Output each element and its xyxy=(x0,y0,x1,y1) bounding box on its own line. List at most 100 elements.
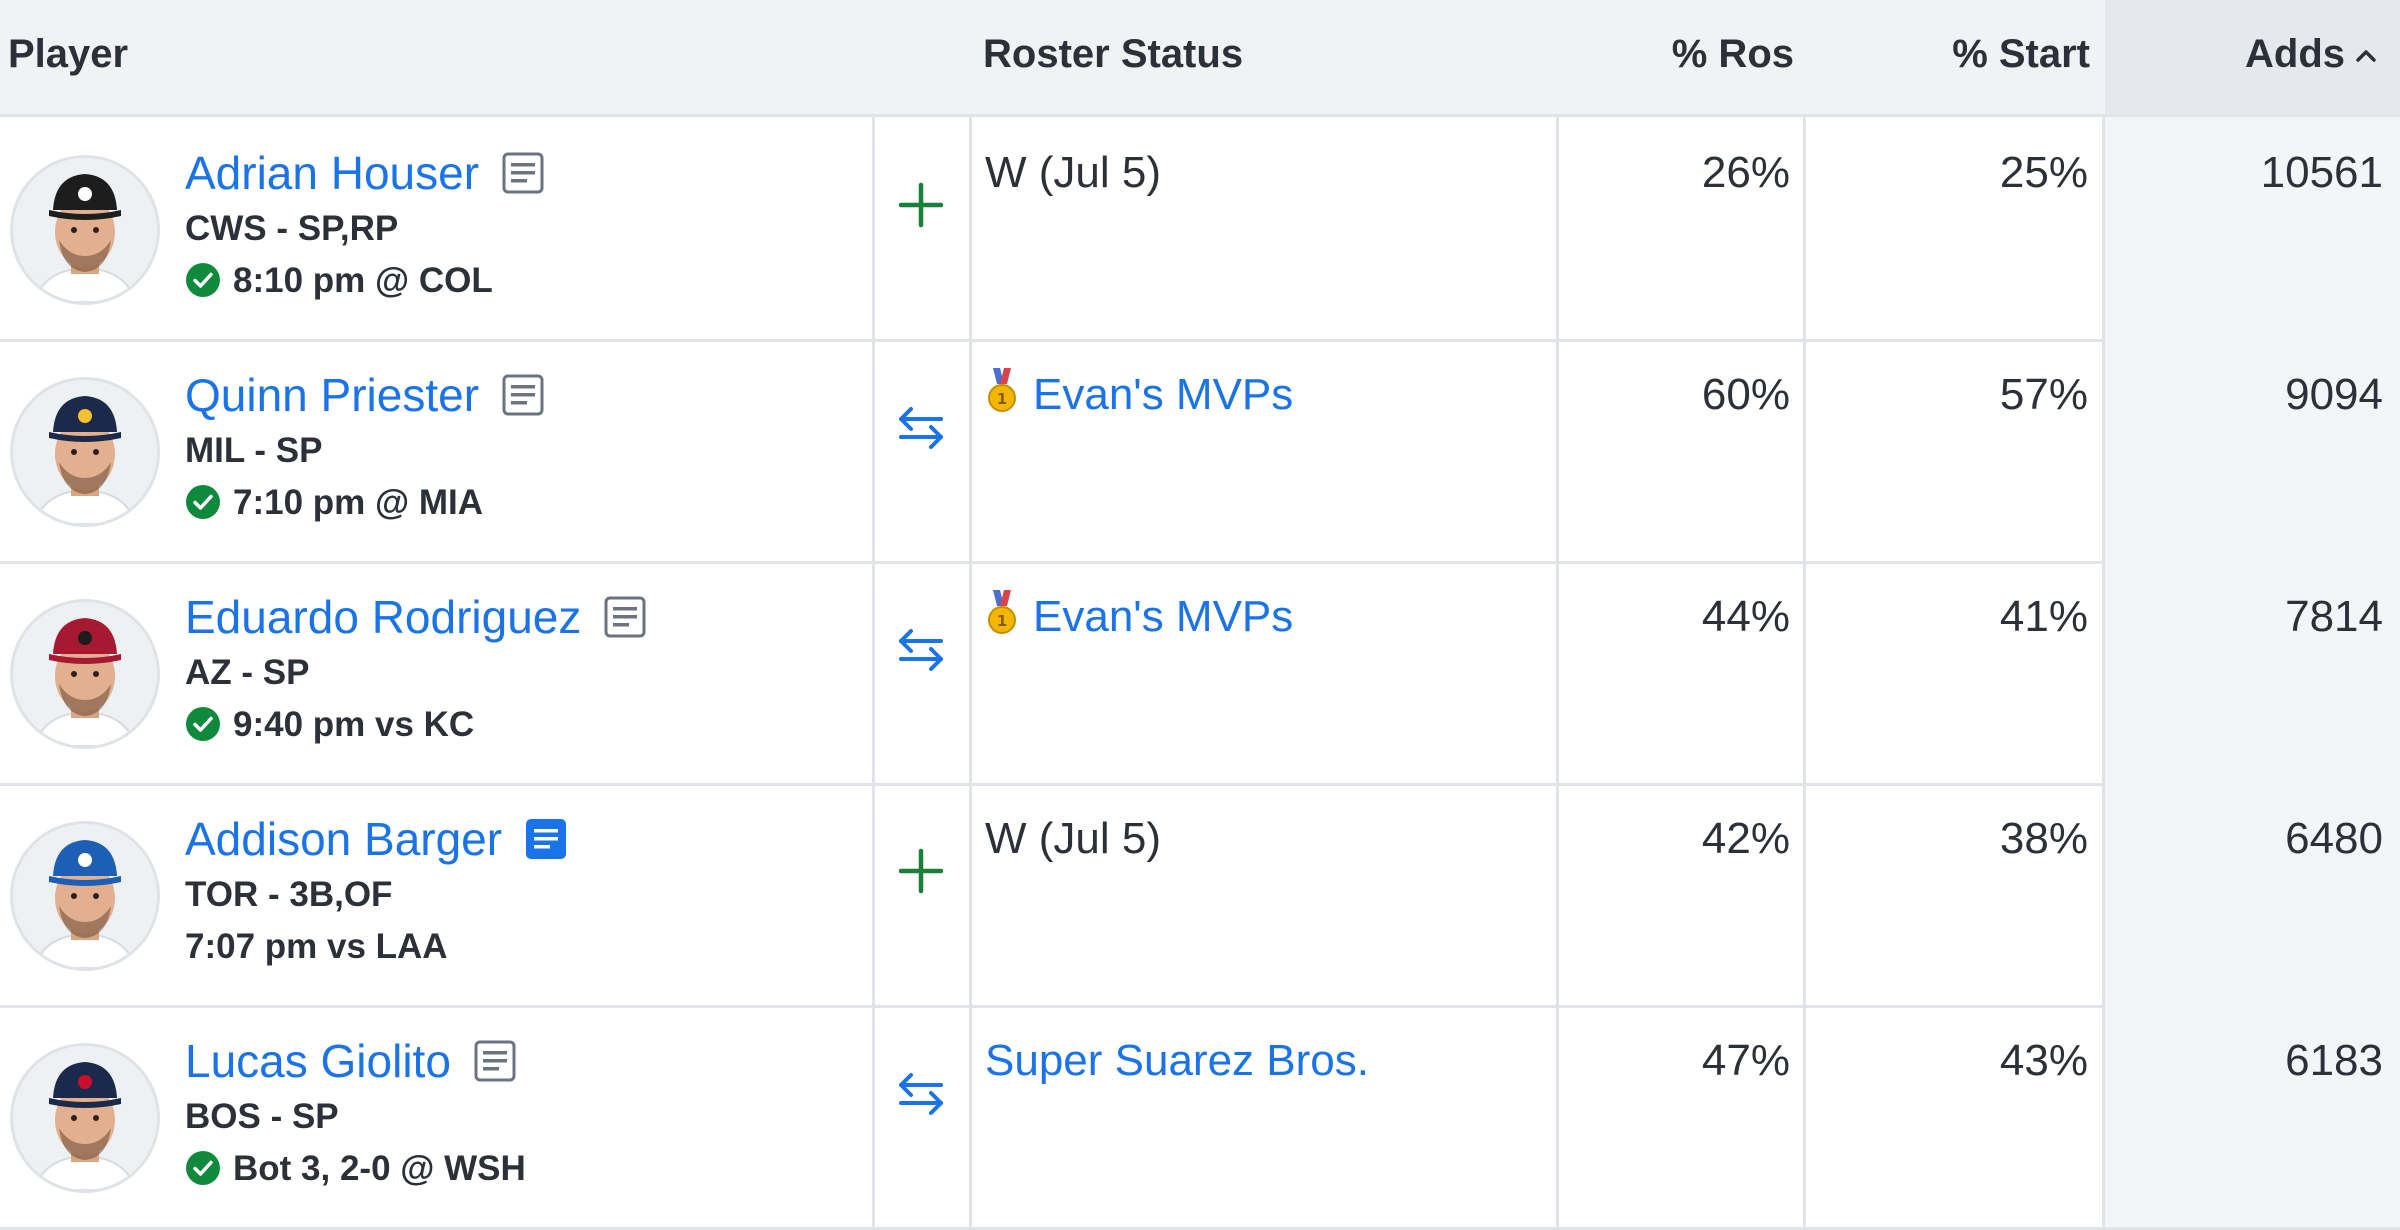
game-time-text: 7:07 pm vs LAA xyxy=(185,927,448,966)
column-divider xyxy=(872,1005,875,1227)
player-game-info: 7:10 pm @ MIA xyxy=(185,481,483,525)
column-divider xyxy=(2102,783,2105,1005)
column-divider xyxy=(872,339,875,561)
roster-status-text: Evan's MVPs xyxy=(1033,592,1294,641)
roster-status-text: Evan's MVPs xyxy=(1033,370,1294,419)
game-time-text: 7:10 pm @ MIA xyxy=(233,483,484,522)
medal-icon: 1 xyxy=(988,368,1016,413)
trade-player-icon[interactable] xyxy=(893,399,949,455)
player-name-line: Adrian Houser xyxy=(185,145,545,201)
column-divider xyxy=(969,117,972,339)
pct-started: 41% xyxy=(1999,592,2088,641)
column-header-adds[interactable]: Adds xyxy=(2105,0,2400,114)
roster-status: W (Jul 5) xyxy=(985,145,1161,201)
player-team-position: CWS - SP,RP xyxy=(185,209,399,248)
player-name-link[interactable]: Lucas Giolito xyxy=(185,1035,451,1087)
player-name-line: Eduardo Rodriguez xyxy=(185,589,647,645)
column-divider xyxy=(1556,561,1559,783)
pct-started: 25% xyxy=(1999,148,2088,197)
player-note-icon[interactable] xyxy=(501,151,545,195)
column-header-pct-ros[interactable]: % Ros xyxy=(1671,32,1794,76)
pct-rostered: 47% xyxy=(1701,1036,1790,1085)
player-name-link[interactable]: Quinn Priester xyxy=(185,369,480,421)
player-name-line: Quinn Priester xyxy=(185,367,545,423)
player-name-link[interactable]: Addison Barger xyxy=(185,813,503,865)
player-avatar[interactable] xyxy=(10,1043,160,1193)
pct-rostered: 26% xyxy=(1701,148,1790,197)
column-header-player[interactable]: Player xyxy=(8,32,129,76)
player-name-link[interactable]: Eduardo Rodriguez xyxy=(185,591,582,643)
column-divider xyxy=(2102,339,2105,561)
add-player-icon[interactable] xyxy=(893,843,949,899)
table-row: Lucas Giolito BOS - SP Bot 3, 2-0 @ WSH … xyxy=(0,1005,2400,1230)
player-team-position: MIL - SP xyxy=(185,431,323,470)
column-divider xyxy=(2102,117,2105,339)
table-header: Player Roster Status % Ros % Start Adds xyxy=(0,0,2400,117)
adds-column-bg xyxy=(2105,783,2400,1005)
player-team-position: AZ - SP xyxy=(185,653,310,692)
check-circle-icon xyxy=(186,706,220,741)
player-note-icon[interactable] xyxy=(524,817,568,861)
player-note-icon[interactable] xyxy=(473,1039,517,1083)
player-name-line: Addison Barger xyxy=(185,811,568,867)
game-time-text: 9:40 pm vs KC xyxy=(233,705,475,744)
column-divider xyxy=(872,783,875,1005)
chevron-up-icon xyxy=(2356,50,2376,62)
table-row: Adrian Houser CWS - SP,RP 8:10 pm @ COL … xyxy=(0,117,2400,342)
adds-column-bg xyxy=(2105,561,2400,783)
column-divider xyxy=(2102,561,2105,783)
check-circle-icon xyxy=(186,262,220,297)
column-divider xyxy=(872,117,875,339)
pct-started: 38% xyxy=(1999,814,2088,863)
player-avatar[interactable] xyxy=(10,599,160,749)
column-divider xyxy=(1803,783,1806,1005)
player-game-info: 7:07 pm vs LAA xyxy=(185,925,448,969)
player-game-info: 9:40 pm vs KC xyxy=(185,703,474,747)
column-header-roster-status[interactable]: Roster Status xyxy=(983,32,1244,76)
player-team-position: TOR - 3B,OF xyxy=(185,875,393,914)
player-note-icon[interactable] xyxy=(501,373,545,417)
pct-rostered: 44% xyxy=(1701,592,1790,641)
column-divider xyxy=(969,783,972,1005)
pct-rostered: 60% xyxy=(1701,370,1790,419)
column-divider xyxy=(1803,561,1806,783)
check-circle-icon xyxy=(186,1150,220,1185)
adds-column-bg xyxy=(2105,339,2400,561)
column-divider xyxy=(969,1005,972,1227)
player-avatar[interactable] xyxy=(10,155,160,305)
add-player-icon[interactable] xyxy=(893,177,949,233)
roster-status: W (Jul 5) xyxy=(985,811,1161,867)
svg-text:1: 1 xyxy=(997,390,1007,408)
player-name-link[interactable]: Adrian Houser xyxy=(185,147,480,199)
roster-status[interactable]: 1 Evan's MVPs xyxy=(985,589,1293,645)
medal-icon: 1 xyxy=(988,590,1016,635)
column-divider xyxy=(969,561,972,783)
adds-count: 9094 xyxy=(2285,370,2383,419)
column-divider xyxy=(1556,117,1559,339)
trade-player-icon[interactable] xyxy=(893,1065,949,1121)
roster-status-text: Super Suarez Bros. xyxy=(985,1036,1369,1085)
player-note-icon[interactable] xyxy=(603,595,647,639)
column-divider xyxy=(1803,117,1806,339)
player-game-info: 8:10 pm @ COL xyxy=(185,259,493,303)
check-circle-icon xyxy=(186,484,220,519)
roster-status[interactable]: Super Suarez Bros. xyxy=(985,1033,1369,1089)
roster-status[interactable]: 1 Evan's MVPs xyxy=(985,367,1293,423)
table-row: Quinn Priester MIL - SP 7:10 pm @ MIA 1 … xyxy=(0,339,2400,564)
adds-count: 6480 xyxy=(2285,814,2383,863)
trade-player-icon[interactable] xyxy=(893,621,949,677)
pct-started: 57% xyxy=(1999,370,2088,419)
adds-column-bg xyxy=(2105,117,2400,339)
column-divider xyxy=(872,561,875,783)
player-avatar[interactable] xyxy=(10,377,160,527)
roster-status-text: W (Jul 5) xyxy=(985,148,1161,197)
player-avatar[interactable] xyxy=(10,821,160,971)
column-divider xyxy=(2102,1005,2105,1227)
game-time-text: 8:10 pm @ COL xyxy=(233,261,493,300)
column-divider xyxy=(969,339,972,561)
svg-text:1: 1 xyxy=(997,612,1007,630)
column-divider xyxy=(1803,1005,1806,1227)
adds-count: 7814 xyxy=(2285,592,2383,641)
column-header-pct-start[interactable]: % Start xyxy=(1952,32,2090,76)
